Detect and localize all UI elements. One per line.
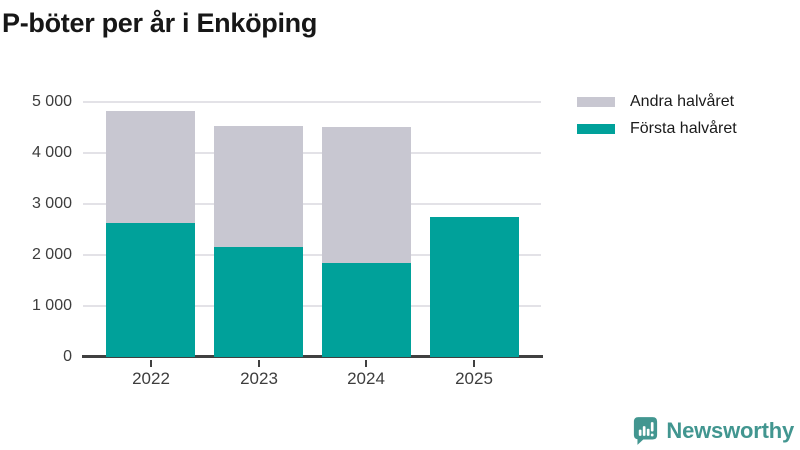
x-tick-label-2022: 2022: [132, 369, 170, 388]
legend-label: Första halvåret: [630, 119, 737, 137]
legend-item-forsta-halvaret[interactable]: Första halvåret: [577, 115, 737, 142]
x-tick-2024: [365, 360, 367, 367]
newsworthy-logo-text: Newsworthy: [666, 418, 794, 443]
y-tick-label-5000: 5 000: [31, 93, 72, 110]
y-tick-label-0: 0: [63, 348, 72, 365]
legend-item-andra-halvaret[interactable]: Andra halvåret: [577, 88, 737, 115]
bar-2023-forsta-halvaret[interactable]: [214, 247, 303, 357]
bar-2022-forsta-halvaret[interactable]: [106, 223, 195, 357]
newsworthy-logo-icon: [633, 416, 658, 446]
legend-swatch-forsta-halvaret: [577, 123, 615, 134]
legend: Andra halvåret Första halvåret: [577, 88, 737, 142]
legend-swatch-andra-halvaret: [577, 96, 615, 107]
x-tick-2022: [150, 360, 152, 367]
gridline-y-5000: [83, 101, 541, 103]
y-tick-label-1000: 1 000: [31, 297, 72, 314]
y-tick-label-2000: 2 000: [31, 246, 72, 263]
bar-2024-forsta-halvaret[interactable]: [322, 263, 411, 357]
bar-2025-forsta-halvaret[interactable]: [430, 217, 519, 357]
x-tick-label-2023: 2023: [240, 369, 278, 388]
x-tick-2025: [473, 360, 475, 367]
x-tick-label-2025: 2025: [455, 369, 493, 388]
x-axis-line: [82, 355, 543, 358]
gridline-y-2000: [83, 254, 541, 256]
gridline-y-3000: [83, 203, 541, 205]
plot-area: [82, 101, 543, 367]
y-tick-label-4000: 4 000: [31, 144, 72, 161]
bar-2022-andra-halvaret[interactable]: [106, 111, 195, 223]
gridline-y-4000: [83, 152, 541, 154]
y-tick-label-3000: 3 000: [31, 195, 72, 212]
legend-label: Andra halvåret: [630, 92, 735, 110]
x-tick-2023: [258, 360, 260, 367]
bar-2023-andra-halvaret[interactable]: [214, 126, 303, 247]
gridline-y-1000: [83, 305, 541, 307]
newsworthy-logo[interactable]: Newsworthy: [633, 416, 794, 446]
chart-title: P-böter per år i Enköping: [2, 8, 318, 38]
x-tick-label-2024: 2024: [347, 369, 385, 388]
bar-2024-andra-halvaret[interactable]: [322, 127, 411, 263]
